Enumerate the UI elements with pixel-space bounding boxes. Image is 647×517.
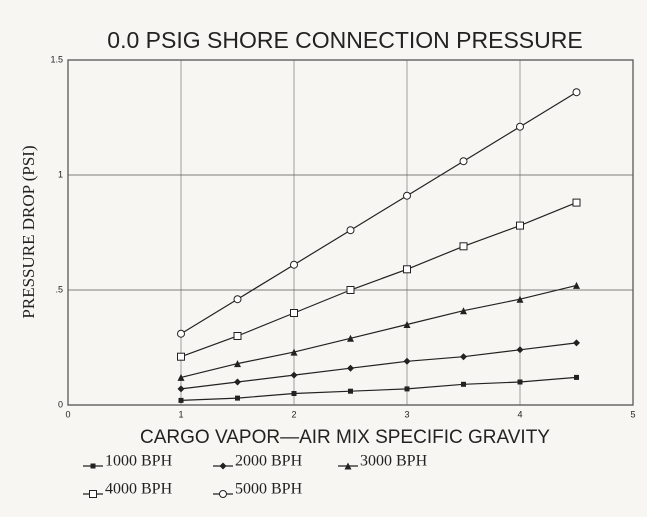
marker [178,397,184,403]
marker [403,265,411,274]
marker [290,309,298,317]
y-axis-label: PRESSURE DROP (PSI) [19,145,38,318]
x-axis-label: CARGO VAPOR—AIR MIX SPECIFIC GRAVITY [140,427,550,448]
marker [403,321,411,328]
marker [347,364,354,372]
marker [348,388,353,394]
marker [346,286,355,294]
x-tick-label: 0 [65,409,70,419]
x-tick-label: 3 [404,409,409,419]
legend-marker [344,462,352,470]
x-tick-label: 1 [178,409,183,419]
marker [459,242,468,251]
marker [516,122,524,131]
marker [517,379,523,385]
legend-marker [89,490,97,498]
marker [403,191,411,200]
marker [573,281,580,289]
marker [234,378,241,386]
marker [574,374,579,380]
legend-label: 4000 BPH [105,481,173,498]
marker [460,353,467,361]
marker [347,334,354,342]
x-tick-label: 5 [630,409,635,419]
series-line [180,91,577,335]
series-line [180,202,577,358]
marker [234,360,241,368]
marker [573,339,580,347]
y-tick-label: .5 [55,284,63,294]
marker [177,373,185,381]
marker [346,226,355,235]
marker [572,198,581,207]
marker [516,295,524,303]
marker [290,260,298,269]
y-tick-label: 1 [58,169,63,179]
marker [290,371,298,379]
y-tick-label: 1.5 [50,54,63,64]
legend-marker [90,463,96,469]
marker [572,88,581,97]
series-line [180,284,577,378]
marker [233,295,242,304]
legend-marker [219,490,227,498]
marker [404,386,410,392]
chart-title: 0.0 PSIG SHORE CONNECTION PRESSURE [107,27,582,53]
legend-label: 3000 BPH [360,453,428,470]
legend-label: 1000 BPH [105,453,173,470]
marker [403,357,411,365]
series-line [180,376,577,401]
x-tick-label: 2 [291,409,296,419]
marker [233,332,242,340]
marker [460,307,467,315]
marker [177,329,185,338]
marker [516,346,524,354]
series-line [180,342,577,390]
marker [290,348,298,356]
legend-label: 5000 BPH [235,481,303,498]
marker [291,391,297,396]
legend-marker [219,462,227,470]
marker [459,157,468,166]
marker [461,381,466,387]
marker [177,385,185,393]
y-tick-label: 0 [58,399,63,409]
marker [177,352,185,361]
x-tick-label: 4 [517,409,522,419]
marker [516,221,524,230]
marker [235,395,240,401]
legend-label: 2000 BPH [235,453,303,470]
